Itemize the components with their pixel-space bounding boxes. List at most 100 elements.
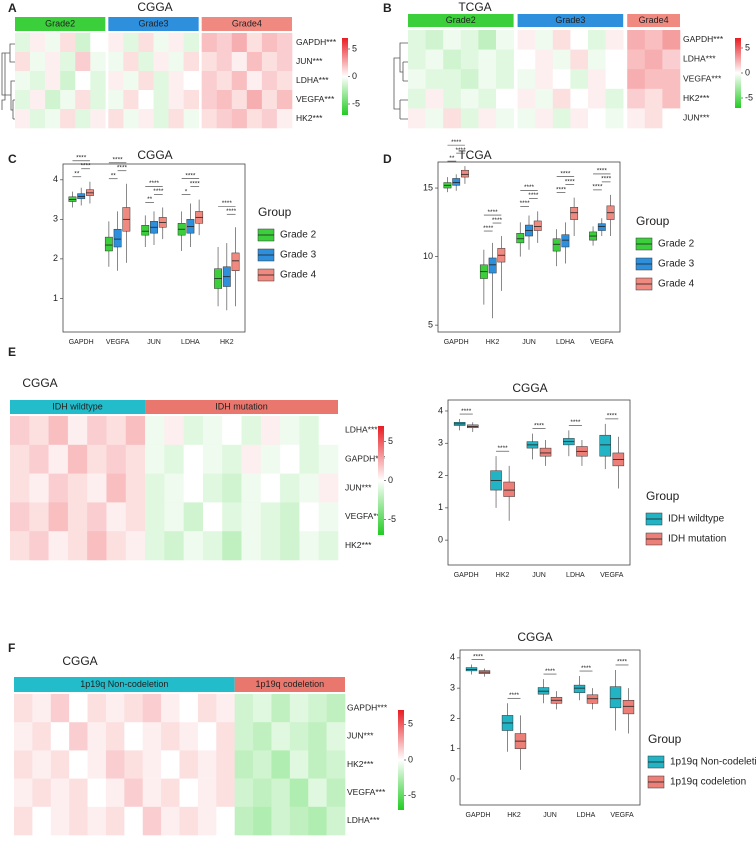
heatmap-cell — [662, 30, 681, 50]
heatmap-cell — [14, 750, 33, 779]
heatmap-cell — [326, 806, 346, 836]
significance-label: **** — [528, 192, 539, 199]
heatmap-cell — [662, 69, 681, 90]
heatmap-cell — [138, 109, 154, 129]
heatmap-cell — [552, 69, 571, 90]
significance-label: **** — [483, 225, 494, 232]
significance-label: **** — [76, 155, 87, 162]
group-label: 1p19q Non-codeletion — [80, 679, 168, 689]
heatmap-cell — [14, 694, 33, 723]
x-tick-label: GAPDH — [454, 572, 479, 579]
heatmap-cell — [552, 30, 571, 50]
row-label: LDHA*** — [683, 54, 716, 64]
heatmap-cell — [124, 778, 144, 808]
heatmap-cell — [123, 90, 139, 110]
heatmap-cell — [153, 52, 169, 72]
significance-label: **** — [617, 659, 628, 666]
significance-label: **** — [185, 172, 196, 179]
heatmap-cell — [289, 806, 309, 836]
colorbar-tick-label: 5 — [352, 43, 357, 53]
heatmap-cell — [161, 722, 180, 751]
heatmap-cell — [87, 722, 107, 751]
chart-title: CGGA — [517, 630, 552, 644]
heatmap-cell — [202, 416, 223, 446]
box — [573, 684, 586, 693]
heatmap-cell — [87, 806, 107, 836]
group-bar — [201, 17, 292, 31]
heatmap-cell — [261, 71, 278, 91]
heatmap-cell — [326, 750, 346, 779]
significance-label: **** — [524, 184, 535, 191]
heatmap-cell — [280, 444, 300, 474]
heatmap-cell — [425, 30, 444, 50]
heatmap-cell — [153, 33, 169, 53]
heatmap-cell — [299, 502, 320, 532]
heatmap-cell — [142, 722, 162, 751]
heatmap-cell — [241, 473, 262, 503]
heatmap-cell — [535, 69, 554, 90]
heatmap-cell — [179, 778, 199, 808]
row-label: GAPDH*** — [347, 702, 388, 712]
heatmap-cell — [67, 444, 88, 474]
heatmap-cell — [124, 722, 144, 751]
heatmap-cell — [535, 108, 554, 129]
heatmap-cell — [168, 109, 184, 129]
heatmap-cell — [124, 750, 144, 779]
x-tick-label: VEGFA — [590, 339, 614, 346]
heatmap-cell — [425, 108, 444, 129]
heatmap-cell — [216, 33, 233, 53]
panel-label: A — [8, 1, 17, 15]
heatmap-cell — [161, 694, 180, 723]
dendrogram — [393, 42, 408, 120]
heatmap-cell — [662, 88, 681, 109]
heatmap-cell — [253, 806, 272, 836]
significance-label: **** — [222, 200, 233, 207]
heatmap-cell — [271, 778, 291, 808]
heatmap-cell — [299, 531, 320, 561]
heatmap-cell — [30, 109, 46, 129]
x-tick-label: GAPDH — [444, 339, 469, 346]
heatmap-cell — [222, 502, 242, 532]
legend-label: Grade 3 — [658, 259, 695, 270]
x-tick-label: LDHA — [577, 812, 596, 819]
box — [452, 178, 461, 186]
y-tick-label: 4 — [450, 652, 455, 662]
heatmap-cell — [29, 531, 49, 561]
heatmap-cell — [183, 109, 199, 129]
heatmap-cell — [75, 52, 91, 72]
heatmap-cell — [408, 30, 426, 50]
heatmap-cell — [164, 502, 184, 532]
heatmap-cell — [299, 416, 320, 446]
box — [503, 481, 515, 497]
heatmap-cell — [260, 473, 281, 503]
row-label: LDHA*** — [345, 425, 378, 435]
heatmap-cell — [460, 108, 479, 129]
heatmap-cell — [14, 778, 33, 808]
group-label: Grade4 — [232, 18, 262, 28]
heatmap-cell — [201, 71, 218, 91]
row-label: HK2*** — [345, 540, 372, 550]
heatmap-cell — [662, 49, 681, 70]
heatmap-cell — [644, 30, 663, 50]
significance-label: **** — [153, 188, 164, 195]
heatmap-cell — [123, 71, 139, 91]
heatmap-cell — [87, 778, 107, 808]
heatmap-cell — [644, 88, 663, 109]
heatmap-cell — [326, 694, 346, 723]
heatmap-cell — [123, 52, 139, 72]
heatmap-cell — [478, 88, 497, 109]
heatmap-cell — [179, 750, 199, 779]
heatmap-cell — [234, 722, 254, 751]
heatmap-cell — [183, 90, 199, 110]
legend-label: Grade 3 — [280, 250, 317, 261]
heatmap-cell — [106, 416, 127, 446]
group-bar — [234, 677, 345, 692]
heatmap-cell — [425, 49, 444, 70]
heatmap-cell — [48, 444, 69, 474]
heatmap-cell — [478, 49, 497, 70]
group-bar — [108, 17, 199, 31]
heatmap-cell — [570, 88, 589, 109]
heatmap-cell — [69, 722, 88, 751]
heatmap-cell — [105, 722, 125, 751]
